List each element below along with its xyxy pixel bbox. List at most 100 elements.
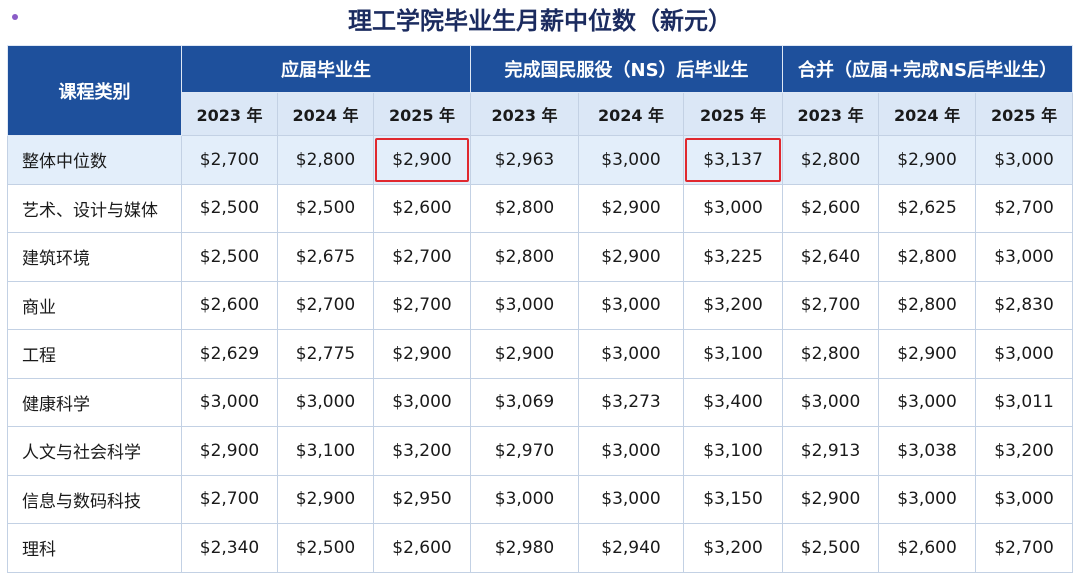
cell: $2,980 <box>470 523 580 573</box>
cell: $2,500 <box>277 183 374 233</box>
cell: $3,137 <box>683 135 784 185</box>
cell: $3,000 <box>975 329 1074 379</box>
cell: $2,800 <box>782 135 880 185</box>
cell: $2,700 <box>782 280 880 330</box>
data-row: 整体中位数 $2,700 $2,800 $2,900 $2,963 $3,000 $3,13… <box>7 135 1074 185</box>
cell: $2,775 <box>277 329 374 379</box>
cell: $2,700 <box>181 135 278 185</box>
cell: $3,000 <box>578 280 685 330</box>
row-label-header: 课程类别 <box>7 45 182 136</box>
data-row: 信息与数码科技 $2,700 $2,900 $2,950 $3,000 $3,000 $3,… <box>7 474 1074 524</box>
cell: $2,500 <box>782 523 880 573</box>
cell: $2,340 <box>181 523 278 573</box>
cell: $2,700 <box>372 232 472 282</box>
cell: $3,000 <box>975 232 1074 282</box>
cell: $2,600 <box>181 280 278 330</box>
cell: $2,675 <box>277 232 374 282</box>
cell: $3,000 <box>578 135 685 185</box>
cell: $2,913 <box>782 426 880 476</box>
cell: $3,150 <box>683 474 784 524</box>
cell: $2,500 <box>181 183 278 233</box>
cell: $2,963 <box>470 135 580 185</box>
cell: $3,200 <box>975 426 1074 476</box>
row-label: 建筑环境 <box>7 232 182 282</box>
cell: $3,000 <box>975 135 1074 185</box>
cell: $2,900 <box>181 426 278 476</box>
header-row: 2023 年 2024 年 2025 年 2023 年 2024 年 2025 年 2023… <box>8 92 1074 136</box>
cell: $2,600 <box>782 183 880 233</box>
cell: $2,700 <box>372 280 472 330</box>
cell: $3,100 <box>683 426 784 476</box>
data-row: 健康科学 $3,000 $3,000 $3,000 $3,069 $3,273 $3,400… <box>7 377 1074 427</box>
cell: $2,600 <box>878 523 977 573</box>
cell: $3,000 <box>578 329 685 379</box>
cell: $3,000 <box>372 377 472 427</box>
year-header: 2024 年 <box>277 92 374 136</box>
cell: $2,700 <box>181 474 278 524</box>
cell: $3,000 <box>683 183 784 233</box>
data-row: 建筑环境 $2,500 $2,675 $2,700 $2,800 $2,900 $3,225… <box>7 232 1074 282</box>
group-header: 应届毕业生 <box>180 45 472 93</box>
cell: $3,000 <box>578 474 685 524</box>
year-header: 2025 年 <box>372 92 472 136</box>
cell: $3,273 <box>578 377 685 427</box>
cell: $2,830 <box>975 280 1074 330</box>
cell: $2,800 <box>878 232 977 282</box>
cell: $3,000 <box>181 377 278 427</box>
data-row: 商业 $2,600 $2,700 $2,700 $3,000 $3,000 $3,200 $2… <box>7 280 1074 330</box>
cell: $3,200 <box>683 280 784 330</box>
cell: $2,800 <box>277 135 374 185</box>
cell: $2,900 <box>372 135 472 185</box>
group-header: 完成国民服役（NS）后毕业生 <box>470 45 784 93</box>
cell: $2,800 <box>782 329 880 379</box>
cell: $2,700 <box>277 280 374 330</box>
group-header: 合并（应届+完成NS后毕业生） <box>782 45 1074 93</box>
cell: $2,800 <box>878 280 977 330</box>
cell: $2,700 <box>975 183 1074 233</box>
cell: $3,000 <box>878 377 977 427</box>
cell: $3,011 <box>975 377 1074 427</box>
cell: $2,950 <box>372 474 472 524</box>
cell: $3,069 <box>470 377 580 427</box>
cell: $3,000 <box>470 474 580 524</box>
row-label: 信息与数码科技 <box>7 474 182 524</box>
cell: $2,625 <box>878 183 977 233</box>
year-header: 2023 年 <box>470 92 580 136</box>
data-row: 艺术、设计与媒体 $2,500 $2,500 $2,600 $2,800 $2,900 $3… <box>7 183 1074 233</box>
cell: $2,500 <box>181 232 278 282</box>
cell: $2,970 <box>470 426 580 476</box>
decor-dot <box>12 14 18 20</box>
cell: $2,900 <box>470 329 580 379</box>
cell: $3,000 <box>782 377 880 427</box>
cell: $2,700 <box>975 523 1074 573</box>
header-row: 课程类别 应届毕业生 完成国民服役（NS）后毕业生 合并（应届+完成NS后毕业生） <box>7 45 1074 136</box>
cell: $2,900 <box>372 329 472 379</box>
data-row: 工程 $2,629 $2,775 $2,900 $2,900 $3,000 $3,100 $2… <box>7 329 1074 379</box>
cell: $2,629 <box>181 329 278 379</box>
year-header: 2025 年 <box>975 92 1074 136</box>
cell: $3,400 <box>683 377 784 427</box>
data-row: 人文与社会科学 $2,900 $3,100 $3,200 $2,970 $3,000 $3,… <box>7 426 1074 476</box>
cell: $3,000 <box>878 474 977 524</box>
cell: $3,000 <box>975 474 1074 524</box>
cell: $3,100 <box>683 329 784 379</box>
cell: $3,100 <box>277 426 374 476</box>
cell: $3,000 <box>277 377 374 427</box>
year-header: 2025 年 <box>683 92 784 136</box>
cell: $3,000 <box>470 280 580 330</box>
cell: $2,900 <box>782 474 880 524</box>
row-label: 理科 <box>7 523 182 573</box>
cell: $2,800 <box>470 232 580 282</box>
cell: $2,640 <box>782 232 880 282</box>
cell: $2,600 <box>372 183 472 233</box>
cell: $3,038 <box>878 426 977 476</box>
cell: $3,200 <box>683 523 784 573</box>
year-header: 2023 年 <box>181 92 278 136</box>
cell: $2,800 <box>470 183 580 233</box>
cell: $2,940 <box>578 523 685 573</box>
row-label: 商业 <box>7 280 182 330</box>
cell: $2,500 <box>277 523 374 573</box>
cell: $2,900 <box>277 474 374 524</box>
cell: $2,600 <box>372 523 472 573</box>
